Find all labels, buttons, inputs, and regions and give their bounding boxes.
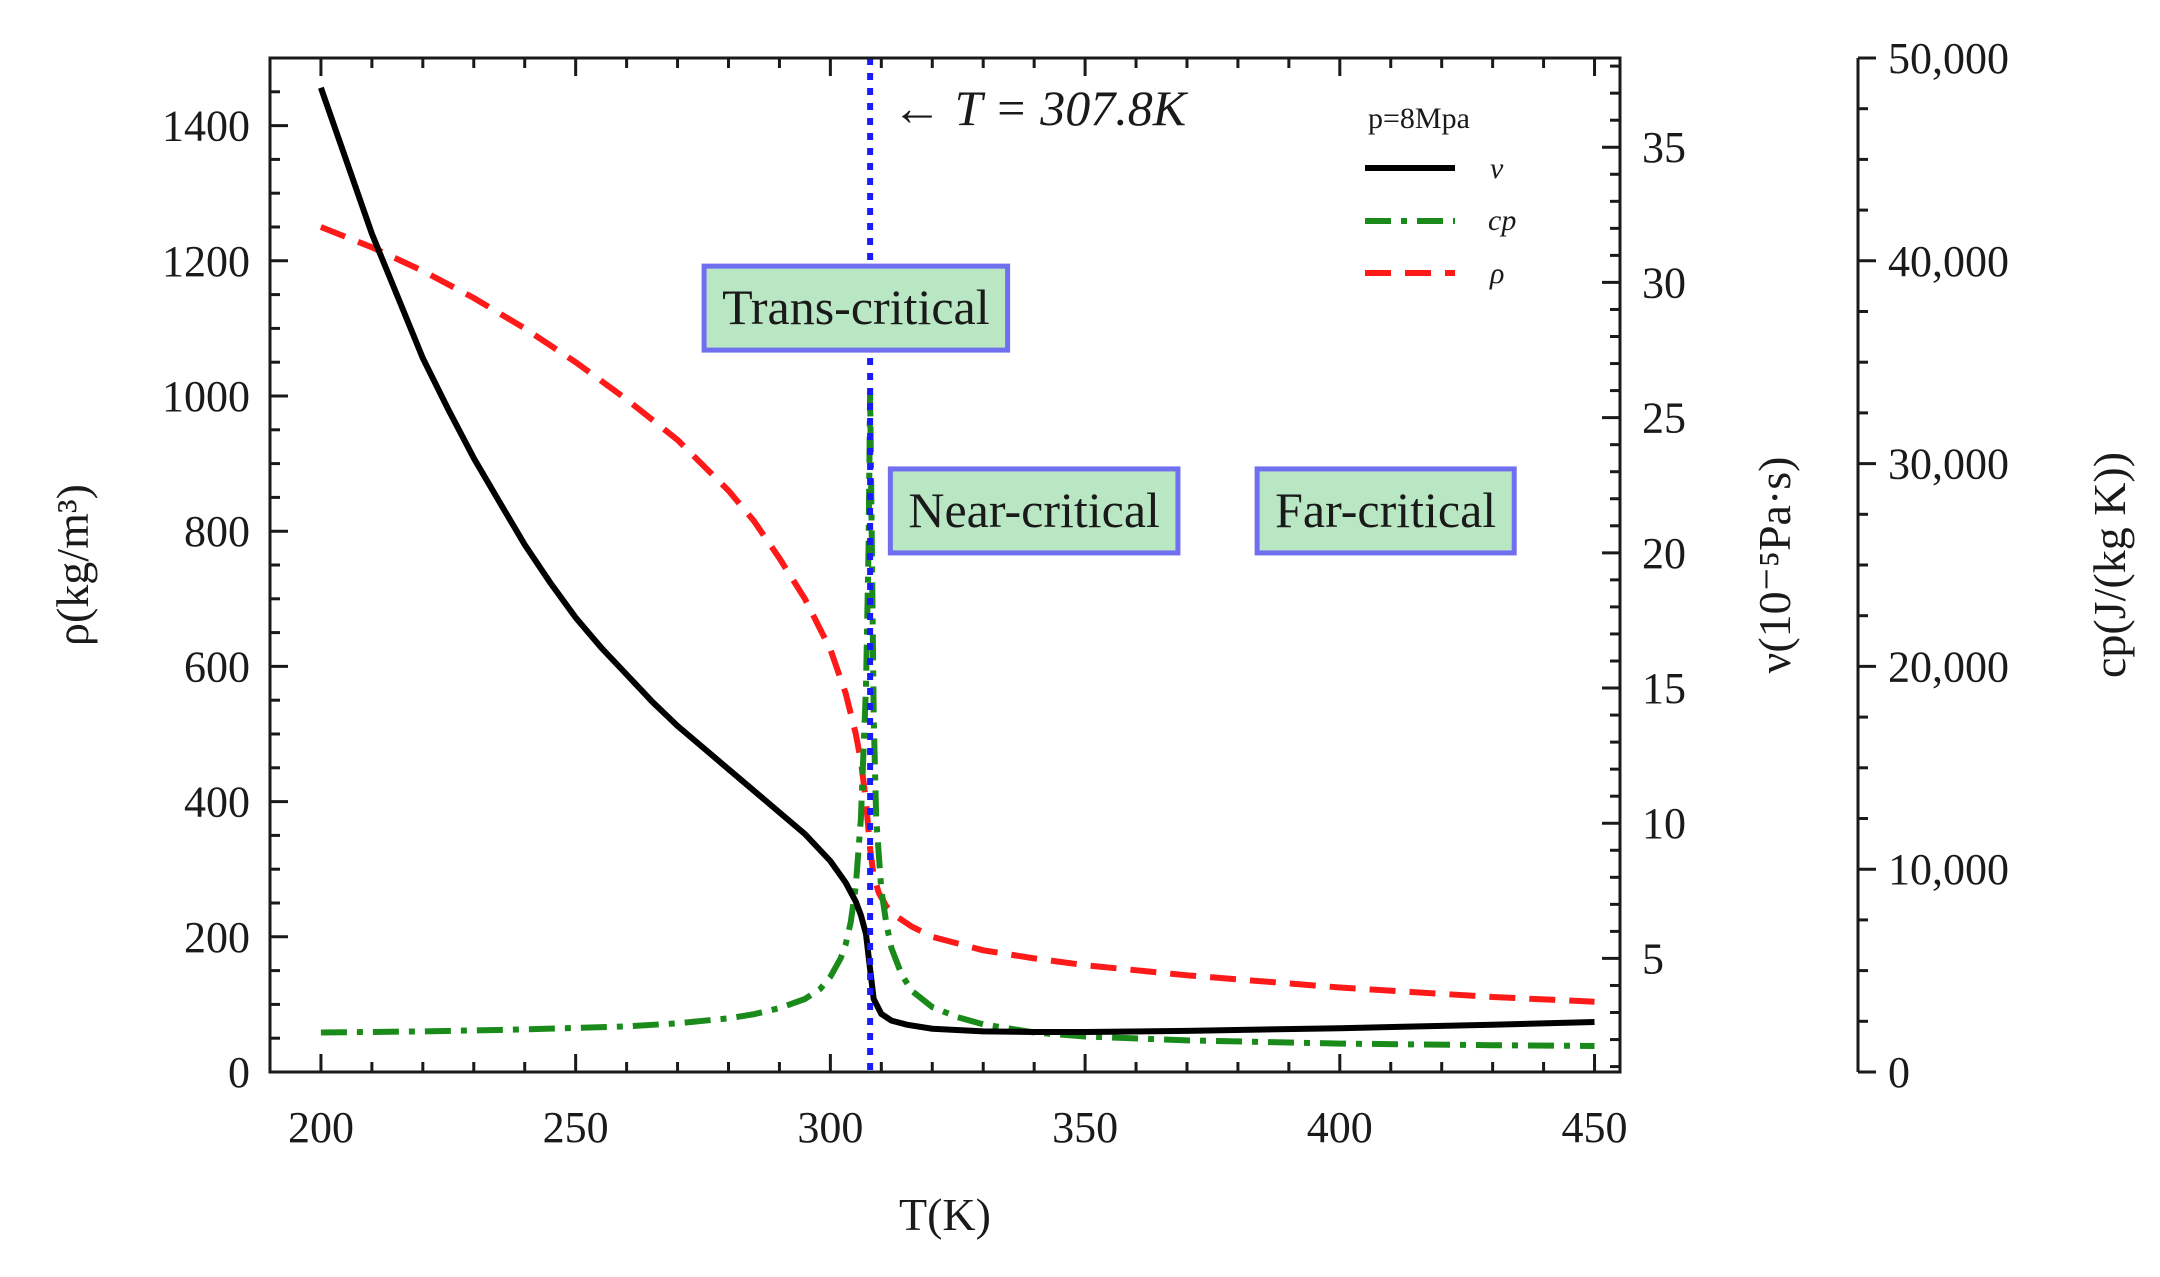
series-line-cp bbox=[320, 392, 1595, 1049]
y-axis-title-rho: ρ(kg/m³) bbox=[47, 484, 98, 646]
region-trans-critical: Trans-critical bbox=[701, 263, 1011, 353]
x-tick-label: 250 bbox=[543, 1103, 609, 1152]
y-nu-tick-label: 35 bbox=[1642, 123, 1686, 172]
region-label-near-critical: Near-critical bbox=[908, 482, 1160, 538]
y-nu-tick-label: 30 bbox=[1642, 258, 1686, 307]
x-axis-title: T(K) bbox=[899, 1189, 991, 1240]
y-nu-tick-label: 20 bbox=[1642, 529, 1686, 578]
axis-ticks: 200 250 300 350 400 4500200400600800100012001… bbox=[162, 34, 2009, 1152]
legend-title: p=8Mpa bbox=[1368, 102, 1470, 135]
y-nu-tick-label: 10 bbox=[1642, 799, 1686, 848]
legend-label-nu: ν bbox=[1490, 152, 1504, 185]
y-cp-tick-label: 40,000 bbox=[1888, 237, 2009, 286]
region-near-critical: Near-critical bbox=[887, 466, 1181, 556]
region-label-far-critical: Far-critical bbox=[1275, 482, 1496, 538]
legend-label-rho: ρ bbox=[1489, 257, 1504, 290]
y-left-tick-label: 400 bbox=[184, 778, 250, 827]
region-label-trans-critical: Trans-critical bbox=[722, 279, 990, 335]
y-left-tick-label: 1400 bbox=[162, 102, 250, 151]
y-nu-tick-label: 15 bbox=[1642, 664, 1686, 713]
x-tick-label: 450 bbox=[1562, 1103, 1628, 1152]
x-tick-label: 400 bbox=[1307, 1103, 1373, 1152]
series-line-rho bbox=[319, 224, 1595, 1005]
y-left-tick-label: 0 bbox=[228, 1048, 250, 1097]
y-cp-tick-label: 30,000 bbox=[1888, 440, 2009, 489]
y-cp-tick-label: 20,000 bbox=[1888, 642, 2009, 691]
x-tick-label: 300 bbox=[797, 1103, 863, 1152]
y-left-tick-label: 1000 bbox=[162, 372, 250, 421]
region-far-critical: Far-critical bbox=[1254, 466, 1517, 556]
series-line-nu bbox=[318, 86, 1595, 1035]
y-axis-title-nu: ν(10⁻⁵Pa·s) bbox=[1749, 457, 1800, 674]
y-cp-tick-label: 10,000 bbox=[1888, 845, 2009, 894]
y-nu-tick-label: 5 bbox=[1642, 934, 1664, 983]
y-cp-tick-label: 0 bbox=[1888, 1048, 1910, 1097]
x-tick-label: 200 bbox=[288, 1103, 354, 1152]
y-left-tick-label: 200 bbox=[184, 913, 250, 962]
y-left-tick-label: 800 bbox=[184, 507, 250, 556]
critical-temperature-annotation: ← T = 307.8K bbox=[892, 80, 1189, 136]
y-nu-tick-label: 25 bbox=[1642, 394, 1686, 443]
y-axis-title-cp: cp(J/(kg K)) bbox=[2084, 452, 2135, 678]
legend-label-cp: cp bbox=[1488, 204, 1516, 237]
x-tick-label: 350 bbox=[1052, 1103, 1118, 1152]
y-left-tick-label: 1200 bbox=[162, 237, 250, 286]
plot-frame bbox=[268, 56, 1622, 1074]
y-cp-tick-label: 50,000 bbox=[1888, 34, 2009, 83]
y-left-tick-label: 600 bbox=[184, 642, 250, 691]
legend: p=8Mpa ν cp ρ bbox=[1365, 102, 1516, 290]
